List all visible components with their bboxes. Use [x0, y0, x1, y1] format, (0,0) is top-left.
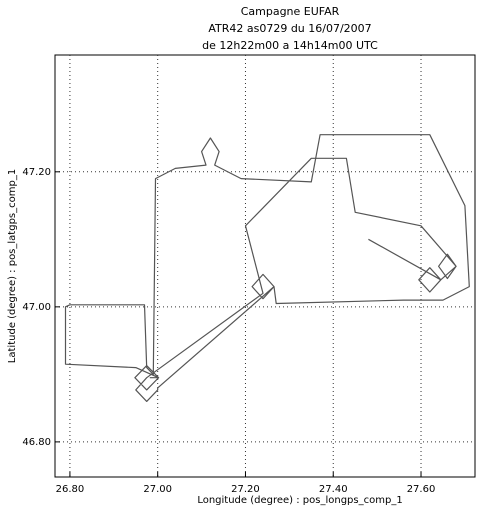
x-tick-label: 27.20 — [231, 484, 260, 495]
x-tick-label: 27.60 — [407, 484, 436, 495]
y-axis-label: Latitude (degree) : pos_latgps_comp_1 — [7, 169, 18, 363]
flight-track — [64, 134, 470, 402]
chart-title: ATR42 as0729 du 16/07/2007 — [208, 22, 371, 35]
x-tick-label: 27.00 — [143, 484, 172, 495]
x-tick-label: 26.80 — [56, 484, 85, 495]
x-tick-label: 27.40 — [319, 484, 348, 495]
chart-title: de 12h22m00 a 14h14m00 UTC — [202, 39, 378, 52]
y-tick-label: 47.00 — [22, 302, 51, 313]
chart-title: Campagne EUFAR — [241, 5, 340, 18]
y-tick-label: 46.80 — [22, 437, 51, 448]
plot-frame — [54, 54, 476, 478]
y-tick-label: 47.20 — [22, 167, 51, 178]
x-axis-label: Longitude (degree) : pos_longps_comp_1 — [197, 495, 402, 506]
